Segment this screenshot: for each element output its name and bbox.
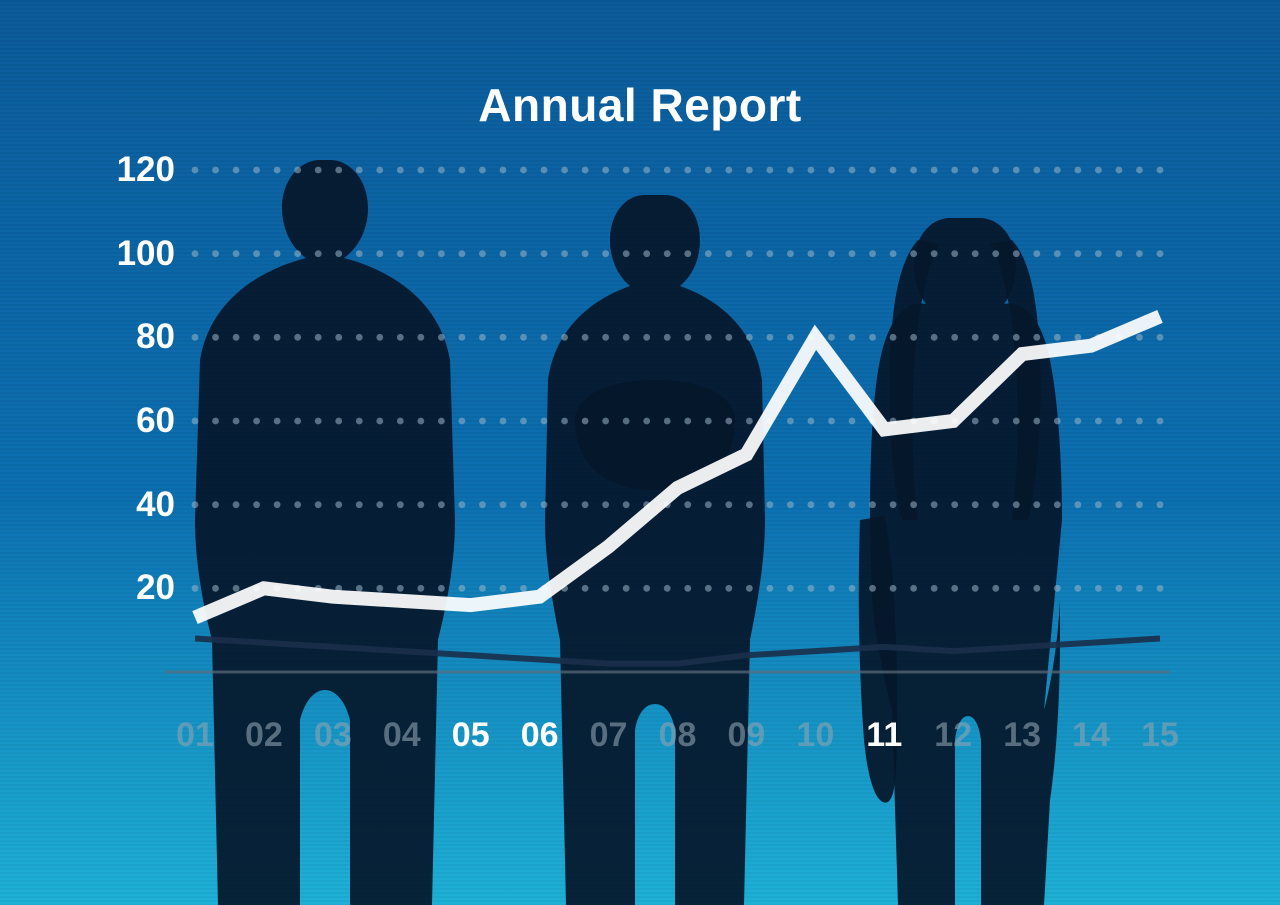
chart-stage: Annual Report 20 40 60 80 100 120 01 02 03 04 05 0… <box>0 0 1280 905</box>
x-tick-label: 12 <box>934 716 972 755</box>
x-tick-label: 07 <box>590 716 628 755</box>
x-tick-label: 05 <box>452 716 490 755</box>
x-tick-label: 01 <box>176 716 214 755</box>
chart-title: Annual Report <box>0 78 1280 132</box>
y-tick-label: 20 <box>0 568 175 608</box>
y-tick-label: 40 <box>0 485 175 525</box>
x-tick-label: 14 <box>1072 716 1110 755</box>
line-chart <box>0 0 1280 905</box>
y-tick-label: 80 <box>0 317 175 357</box>
x-tick-label: 10 <box>796 716 834 755</box>
x-tick-label: 08 <box>659 716 697 755</box>
y-tick-label: 120 <box>0 150 175 190</box>
y-tick-label: 60 <box>0 401 175 441</box>
x-tick-label: 04 <box>383 716 421 755</box>
x-tick-label: 11 <box>866 716 902 755</box>
y-tick-label: 100 <box>0 234 175 274</box>
x-tick-label: 03 <box>314 716 352 755</box>
x-tick-label: 06 <box>521 716 559 755</box>
x-tick-label: 15 <box>1141 716 1179 755</box>
x-tick-label: 13 <box>1003 716 1041 755</box>
x-tick-label: 09 <box>728 716 766 755</box>
x-tick-label: 02 <box>245 716 283 755</box>
